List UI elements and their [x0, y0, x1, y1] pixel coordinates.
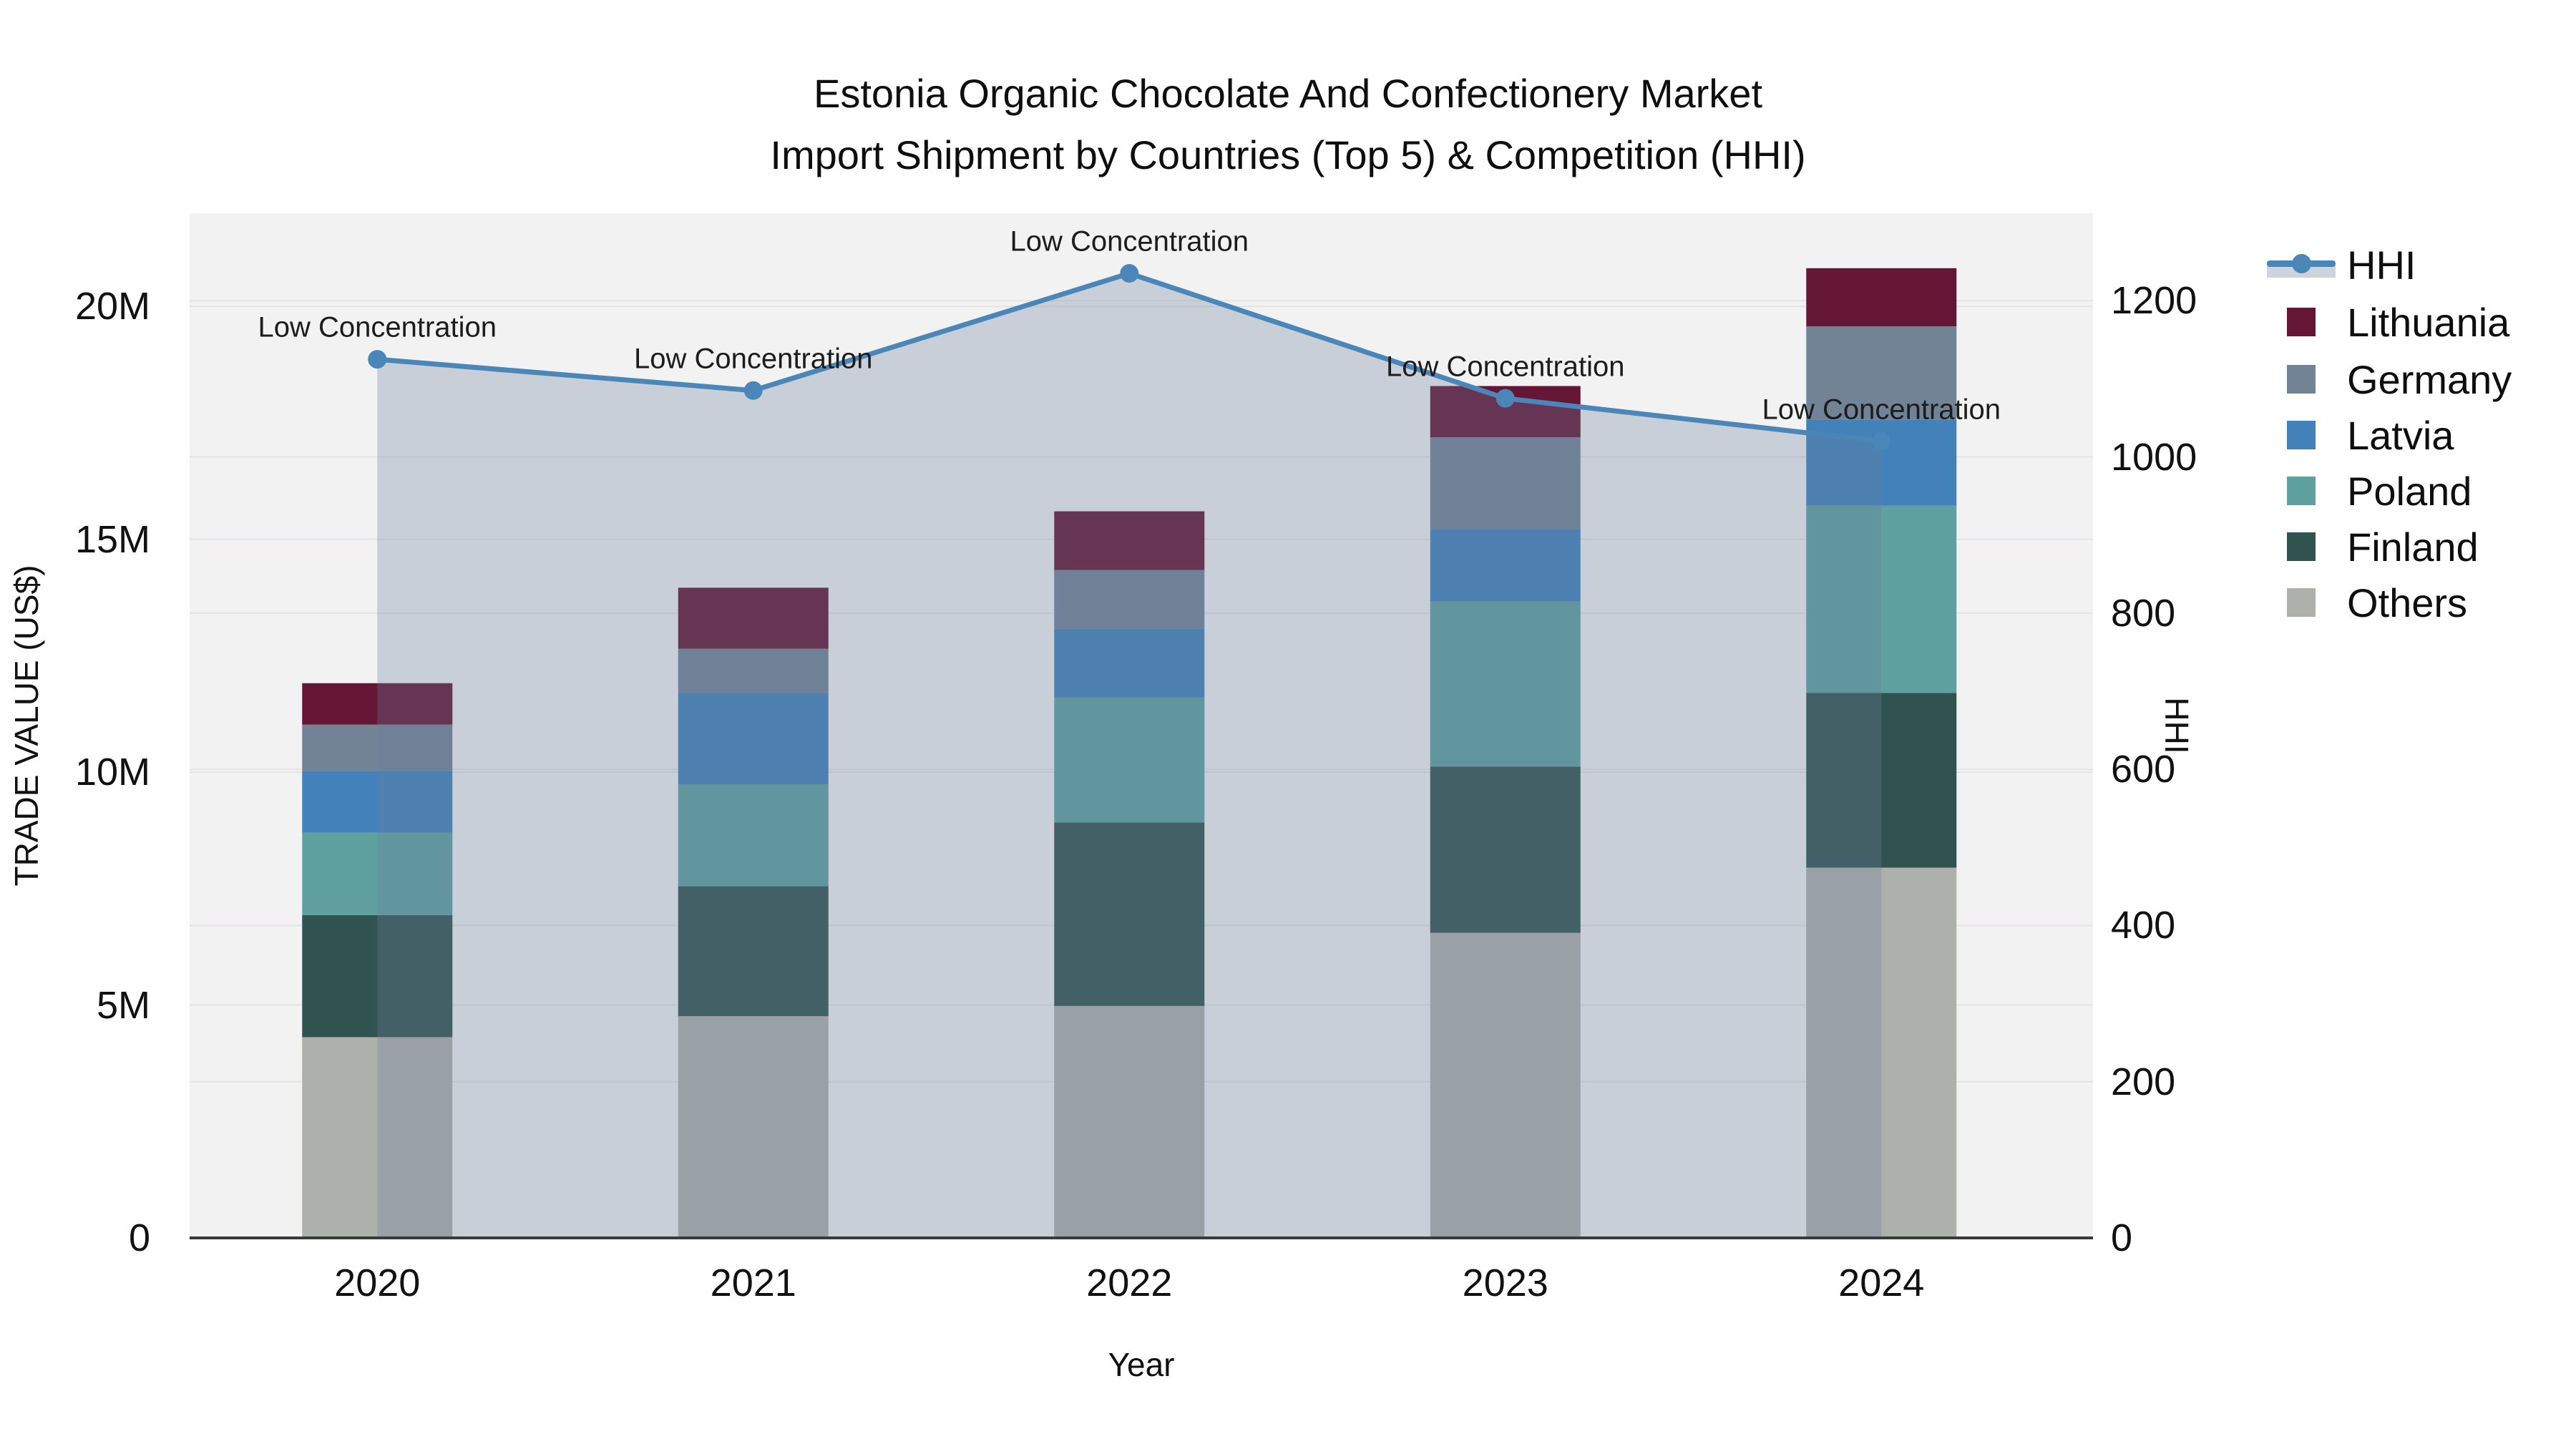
bar-segment-lithuania-2022[interactable] — [1054, 511, 1205, 570]
legend-swatch-germany — [2287, 365, 2316, 394]
bar-segment-finland-2023[interactable] — [1430, 766, 1581, 933]
legend-swatch-lithuania — [2287, 308, 2316, 336]
legend-hhi-marker-icon — [2292, 254, 2311, 273]
bar-segment-poland-2024[interactable] — [1806, 505, 1957, 693]
chart-title-line1: Estonia Organic Chocolate And Confection… — [813, 71, 1763, 116]
bar-segment-latvia-2022[interactable] — [1054, 628, 1205, 698]
right-axis-tick-600: 600 — [2111, 748, 2176, 791]
bar-segment-germany-2022[interactable] — [1054, 570, 1205, 629]
legend-swatch-finland — [2287, 532, 2316, 561]
legend-swatch-poland — [2287, 477, 2316, 505]
hhi-marker-2020[interactable] — [368, 350, 387, 369]
right-axis-tick-1200: 1200 — [2111, 279, 2197, 323]
bar-segment-latvia-2023[interactable] — [1430, 529, 1581, 602]
hhi-marker-2021[interactable] — [743, 381, 763, 400]
chart-title-line2: Import Shipment by Countries (Top 5) & C… — [770, 132, 1806, 177]
bar-segment-finland-2024[interactable] — [1806, 693, 1957, 868]
x-axis-tick-2021: 2021 — [710, 1262, 796, 1304]
left-axis-tick-20M: 20M — [74, 285, 150, 328]
bar-segment-finland-2020[interactable] — [302, 914, 453, 1038]
bar-segment-finland-2022[interactable] — [1054, 822, 1205, 1006]
left-axis-title: TRADE VALUE (US$) — [8, 565, 45, 887]
bar-segment-others-2020[interactable] — [302, 1037, 453, 1238]
legend-label-latvia: Latvia — [2347, 412, 2454, 458]
bar-segment-germany-2021[interactable] — [678, 648, 829, 693]
left-axis-tick-15M: 15M — [74, 517, 150, 561]
hhi-marker-2024[interactable] — [1872, 431, 1891, 451]
bar-segment-lithuania-2020[interactable] — [302, 683, 453, 725]
legend-label-lithuania: Lithuania — [2347, 299, 2510, 345]
hhi-area-fill — [377, 273, 1882, 1238]
right-axis-tick-0: 0 — [2111, 1216, 2133, 1259]
bar-segment-others-2023[interactable] — [1430, 932, 1581, 1238]
legend-label-others: Others — [2347, 580, 2468, 625]
bar-segment-finland-2021[interactable] — [678, 886, 829, 1017]
left-axis-tick-0: 0 — [128, 1216, 150, 1259]
x-axis-title: Year — [1108, 1346, 1175, 1383]
chart-title: Estonia Organic Chocolate And Confection… — [0, 63, 2576, 186]
legend-label-poland: Poland — [2347, 468, 2472, 514]
hhi-annotation-2021: Low Concentration — [633, 343, 873, 375]
hhi-marker-2022[interactable] — [1120, 264, 1139, 283]
x-axis-tick-2020: 2020 — [334, 1262, 421, 1304]
x-axis-tick-2024: 2024 — [1838, 1262, 1925, 1304]
bar-segment-others-2024[interactable] — [1806, 867, 1957, 1238]
legend-hhi-line-icon — [2267, 250, 2336, 279]
bar-segment-lithuania-2024[interactable] — [1806, 268, 1957, 327]
bar-segment-poland-2023[interactable] — [1430, 601, 1581, 767]
hhi-annotation-2020: Low Concentration — [258, 311, 497, 343]
hhi-marker-2023[interactable] — [1496, 389, 1515, 408]
hhi-annotation-2024: Low Concentration — [1762, 394, 2001, 426]
bar-segment-poland-2021[interactable] — [678, 784, 829, 887]
legend-label-hhi: HHI — [2347, 242, 2416, 288]
bar-segment-germany-2024[interactable] — [1806, 326, 1957, 420]
left-axis-tick-5M: 5M — [96, 983, 150, 1027]
legend-swatch-others — [2287, 588, 2316, 617]
x-axis-tick-2022: 2022 — [1086, 1262, 1173, 1304]
bar-segment-latvia-2021[interactable] — [678, 693, 829, 785]
left-axis-tick-10M: 10M — [74, 751, 150, 794]
bar-segment-latvia-2020[interactable] — [302, 771, 453, 833]
bar-segment-germany-2020[interactable] — [302, 724, 453, 771]
x-axis-tick-2023: 2023 — [1462, 1262, 1548, 1304]
right-axis-tick-400: 400 — [2111, 904, 2176, 947]
legend-label-finland: Finland — [2347, 524, 2479, 570]
right-axis-tick-800: 800 — [2111, 591, 2176, 635]
legend-label-germany: Germany — [2347, 356, 2512, 402]
bar-segment-germany-2023[interactable] — [1430, 437, 1581, 530]
bar-segment-poland-2022[interactable] — [1054, 697, 1205, 823]
bar-segment-others-2022[interactable] — [1054, 1005, 1205, 1238]
hhi-annotation-2022: Low Concentration — [1010, 225, 1249, 258]
right-axis-tick-1000: 1000 — [2111, 435, 2197, 479]
right-axis-title: HHI — [2158, 697, 2195, 754]
hhi-annotation-2023: Low Concentration — [1385, 351, 1625, 383]
legend-swatch-latvia — [2287, 421, 2316, 449]
right-axis-tick-200: 200 — [2111, 1060, 2176, 1103]
bar-segment-others-2021[interactable] — [678, 1016, 829, 1238]
bar-segment-lithuania-2021[interactable] — [678, 587, 829, 649]
bar-segment-poland-2020[interactable] — [302, 832, 453, 915]
